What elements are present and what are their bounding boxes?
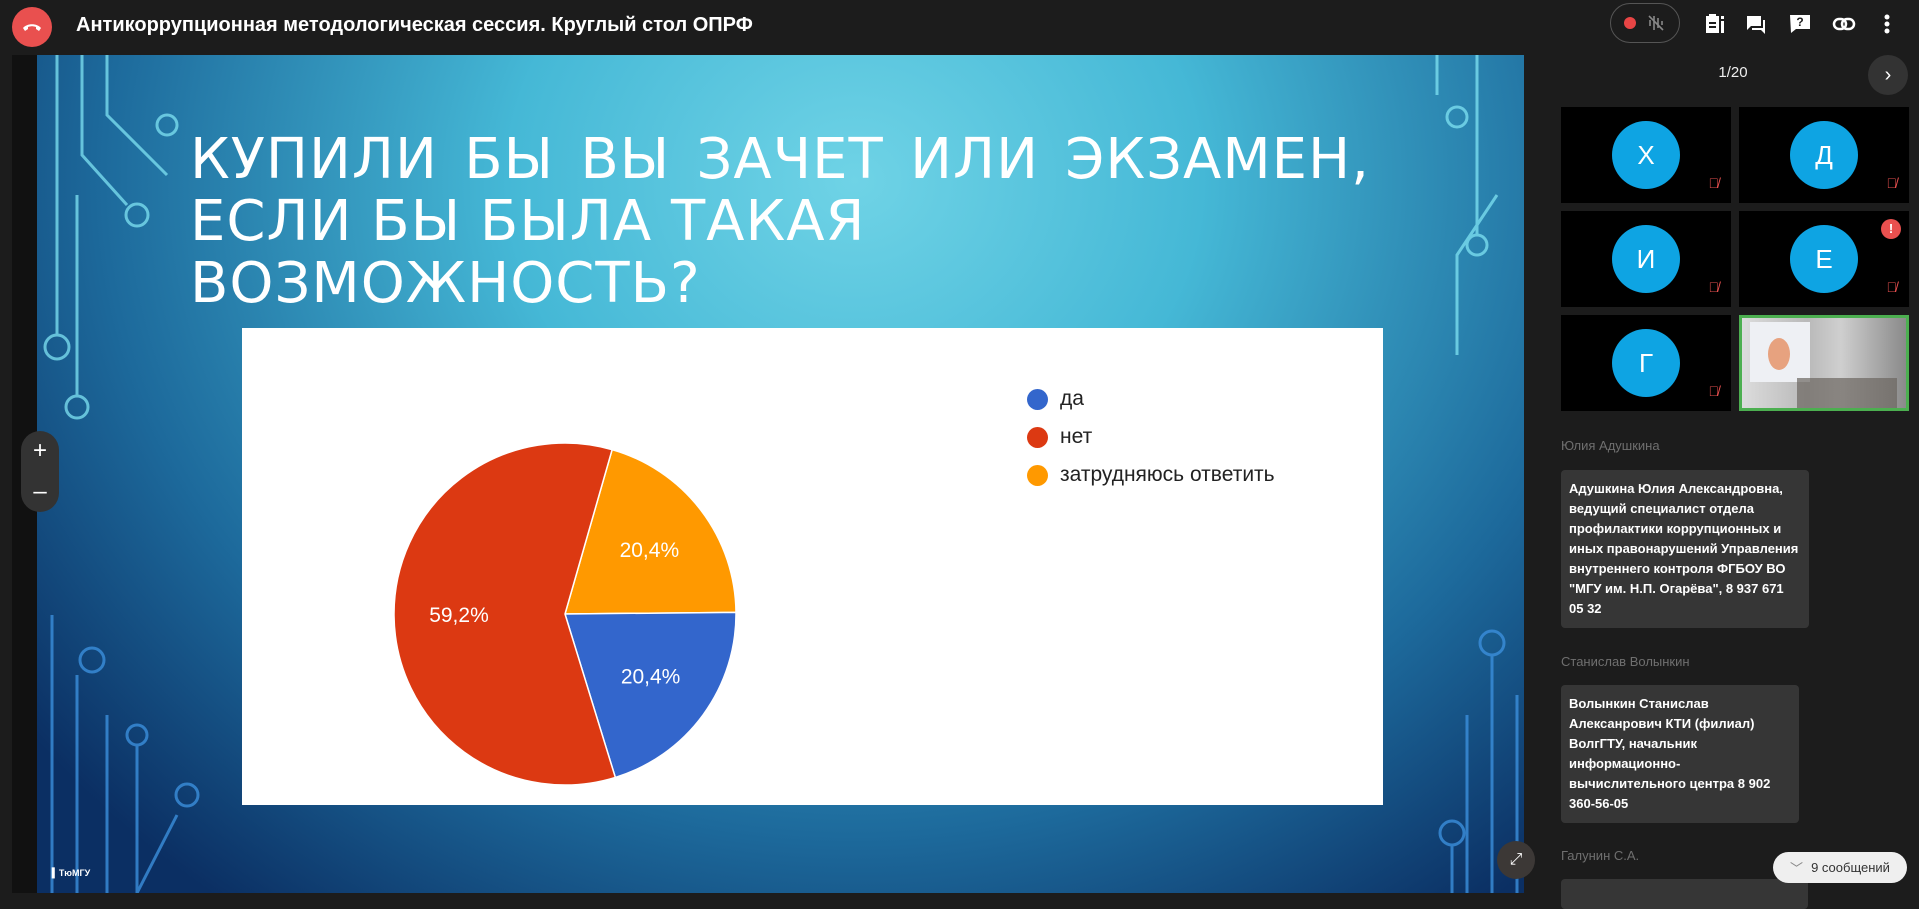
- mic-off-icon: 🎙̸: [1708, 175, 1720, 191]
- title-word: КУПИЛИ: [190, 127, 438, 192]
- pie-svg: 20,4% 20,4% 59,2%: [393, 442, 737, 786]
- chevron-down-icon: ﹀: [1790, 861, 1804, 876]
- legend-label: нет: [1060, 425, 1093, 448]
- chat-message: [1561, 879, 1808, 909]
- meeting-title: Антикоррупционная методологическая сесси…: [76, 14, 753, 36]
- video-tile[interactable]: [1739, 315, 1909, 411]
- pie-slice-да: [563, 611, 737, 779]
- pie-data-label: 59,2%: [429, 604, 489, 627]
- pie-slice-затрудняюсь-ответить: [564, 448, 737, 615]
- mic-off-icon: 🎙̸: [1886, 279, 1898, 295]
- chevron-right-icon: ›: [1884, 63, 1892, 86]
- zoom-controls: + –: [21, 431, 59, 512]
- pie-data-label: 20,4%: [621, 666, 681, 689]
- page-indicator: 1/20: [1718, 64, 1748, 81]
- phone-hangup-icon: [23, 24, 41, 31]
- slide-title: КУПИЛИ БЫ ВЫ ЗАЧЕТ ИЛИ ЭКЗАМЕН, ЕСЛИ БЫ …: [190, 129, 1390, 315]
- pie-data-label: 20,4%: [620, 539, 680, 562]
- title-word: ИЛИ: [910, 127, 1039, 192]
- hangup-button[interactable]: [12, 7, 52, 47]
- record-dot-icon: [1624, 17, 1636, 29]
- svg-text:?: ?: [1796, 15, 1803, 29]
- more-menu-icon[interactable]: [1873, 10, 1901, 38]
- recording-toggle[interactable]: [1610, 3, 1680, 43]
- avatar: Х: [1612, 121, 1680, 189]
- noise-off-icon: [1648, 15, 1664, 31]
- avatar: Д: [1790, 121, 1858, 189]
- mic-off-icon: 🎙̸: [1886, 175, 1898, 191]
- legend-label: да: [1060, 387, 1084, 410]
- fullscreen-button[interactable]: ⤢: [1497, 841, 1535, 879]
- next-page-button[interactable]: ›: [1868, 55, 1908, 95]
- legend-label: затрудняюсь ответить: [1060, 463, 1275, 486]
- pie-chart: 20,4% 20,4% 59,2% да нет затрудняюсь ответ…: [242, 328, 1383, 805]
- new-messages-label: 9 сообщений: [1811, 860, 1890, 875]
- chat-sender: Галунин С.А.: [1561, 848, 1640, 863]
- chat-sender: Юлия Адушкина: [1561, 438, 1660, 453]
- participant-tile[interactable]: Г 🎙̸: [1561, 315, 1731, 411]
- legend-swatch: [1027, 388, 1048, 410]
- notes-icon[interactable]: [1701, 10, 1729, 38]
- legend-item: затрудняюсь ответить: [1027, 456, 1275, 494]
- presentation-slide: КУПИЛИ БЫ ВЫ ЗАЧЕТ ИЛИ ЭКЗАМЕН, ЕСЛИ БЫ …: [37, 55, 1524, 893]
- mic-off-icon: 🎙̸: [1708, 279, 1720, 295]
- participant-tile[interactable]: Е! 🎙̸: [1739, 211, 1909, 307]
- zoom-in-button[interactable]: +: [32, 437, 47, 465]
- expand-icon: ⤢: [1509, 851, 1523, 868]
- top-bar: Антикоррупционная методологическая сесси…: [0, 0, 1919, 54]
- question-icon[interactable]: ?: [1786, 10, 1814, 38]
- legend-item: нет: [1027, 418, 1275, 456]
- link-icon[interactable]: [1830, 10, 1858, 38]
- zoom-out-button[interactable]: –: [33, 477, 47, 505]
- chat-icon[interactable]: [1742, 10, 1770, 38]
- avatar: И: [1612, 225, 1680, 293]
- avatar: Г: [1612, 329, 1680, 397]
- video-pie-image: [1768, 338, 1790, 370]
- title-word: ЗАЧЕТ: [696, 127, 884, 192]
- chart-legend: да нет затрудняюсь ответить: [1027, 380, 1275, 494]
- title-word: ЭКЗАМЕН,: [1065, 127, 1370, 192]
- title-word: ВЫ: [580, 127, 671, 192]
- legend-swatch: [1027, 464, 1048, 486]
- chat-message: Адушкина Юлия Александровна, ведущий спе…: [1561, 470, 1809, 628]
- participant-tile[interactable]: Д 🎙̸: [1739, 107, 1909, 203]
- legend-swatch: [1027, 426, 1048, 448]
- warning-icon: !: [1881, 219, 1901, 239]
- university-logo: ▍ТюМГУ: [52, 868, 91, 878]
- title-line-2: ЕСЛИ БЫ БЫЛА ТАКАЯ ВОЗМОЖНОСТЬ?: [190, 189, 866, 316]
- chat-sender: Станислав Волынкин: [1561, 654, 1690, 669]
- video-audience: [1797, 378, 1897, 408]
- avatar: Е: [1790, 225, 1858, 293]
- pie-slice-нет: [393, 442, 617, 786]
- participant-tile[interactable]: Х 🎙̸: [1561, 107, 1731, 203]
- mic-off-icon: 🎙̸: [1708, 383, 1720, 399]
- legend-item: да: [1027, 380, 1275, 418]
- participant-tile[interactable]: И 🎙̸: [1561, 211, 1731, 307]
- new-messages-button[interactable]: ﹀ 9 сообщений: [1773, 852, 1907, 883]
- chat-message: Волынкин Станислав Алексанрович КТИ (фил…: [1561, 685, 1799, 823]
- title-word: БЫ: [464, 127, 555, 192]
